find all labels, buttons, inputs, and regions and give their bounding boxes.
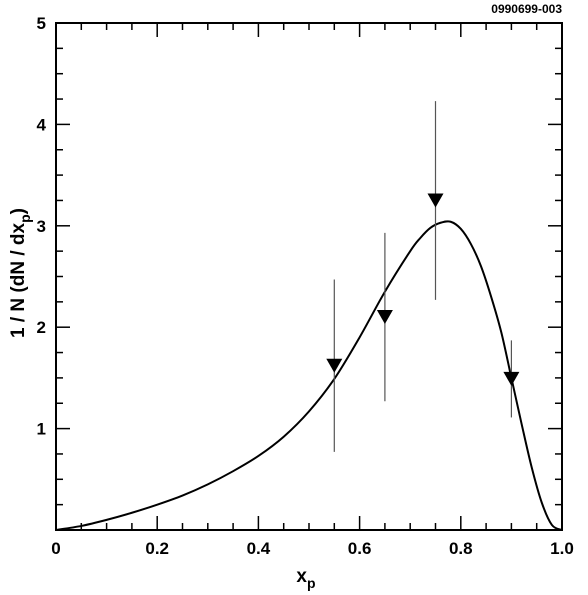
data-point-marker (326, 358, 343, 373)
figure-id: 0990699-003 (491, 2, 562, 16)
tick-labels: 0 0.2 0.4 0.6 0.8 1.0 1 2 3 4 5 (37, 14, 574, 558)
x-tick-label: 1.0 (550, 539, 574, 558)
tick-marks (55, 22, 563, 531)
x-tick-label: 0.8 (449, 539, 473, 558)
y-tick-label: 4 (37, 115, 47, 134)
x-tick-label: 0.4 (247, 539, 271, 558)
data-point-marker (503, 371, 520, 386)
data-points-layer (326, 101, 520, 452)
data-point-marker (376, 310, 393, 325)
x-tick-label: 0 (51, 539, 60, 558)
y-tick-label: 2 (37, 318, 46, 337)
x-tick-label: 0.2 (145, 539, 169, 558)
model-curve-layer (55, 220, 563, 531)
data-point-marker (427, 193, 444, 208)
model-curve (55, 220, 563, 531)
x-axis-label: xp (296, 566, 315, 591)
y-tick-label: 1 (37, 420, 46, 439)
plot-frame (55, 22, 563, 531)
x-tick-label: 0.6 (348, 539, 372, 558)
y-tick-label: 3 (37, 217, 46, 236)
y-tick-label: 5 (37, 14, 46, 33)
y-axis-label: 1 / N (dN / dxp) (8, 208, 33, 338)
